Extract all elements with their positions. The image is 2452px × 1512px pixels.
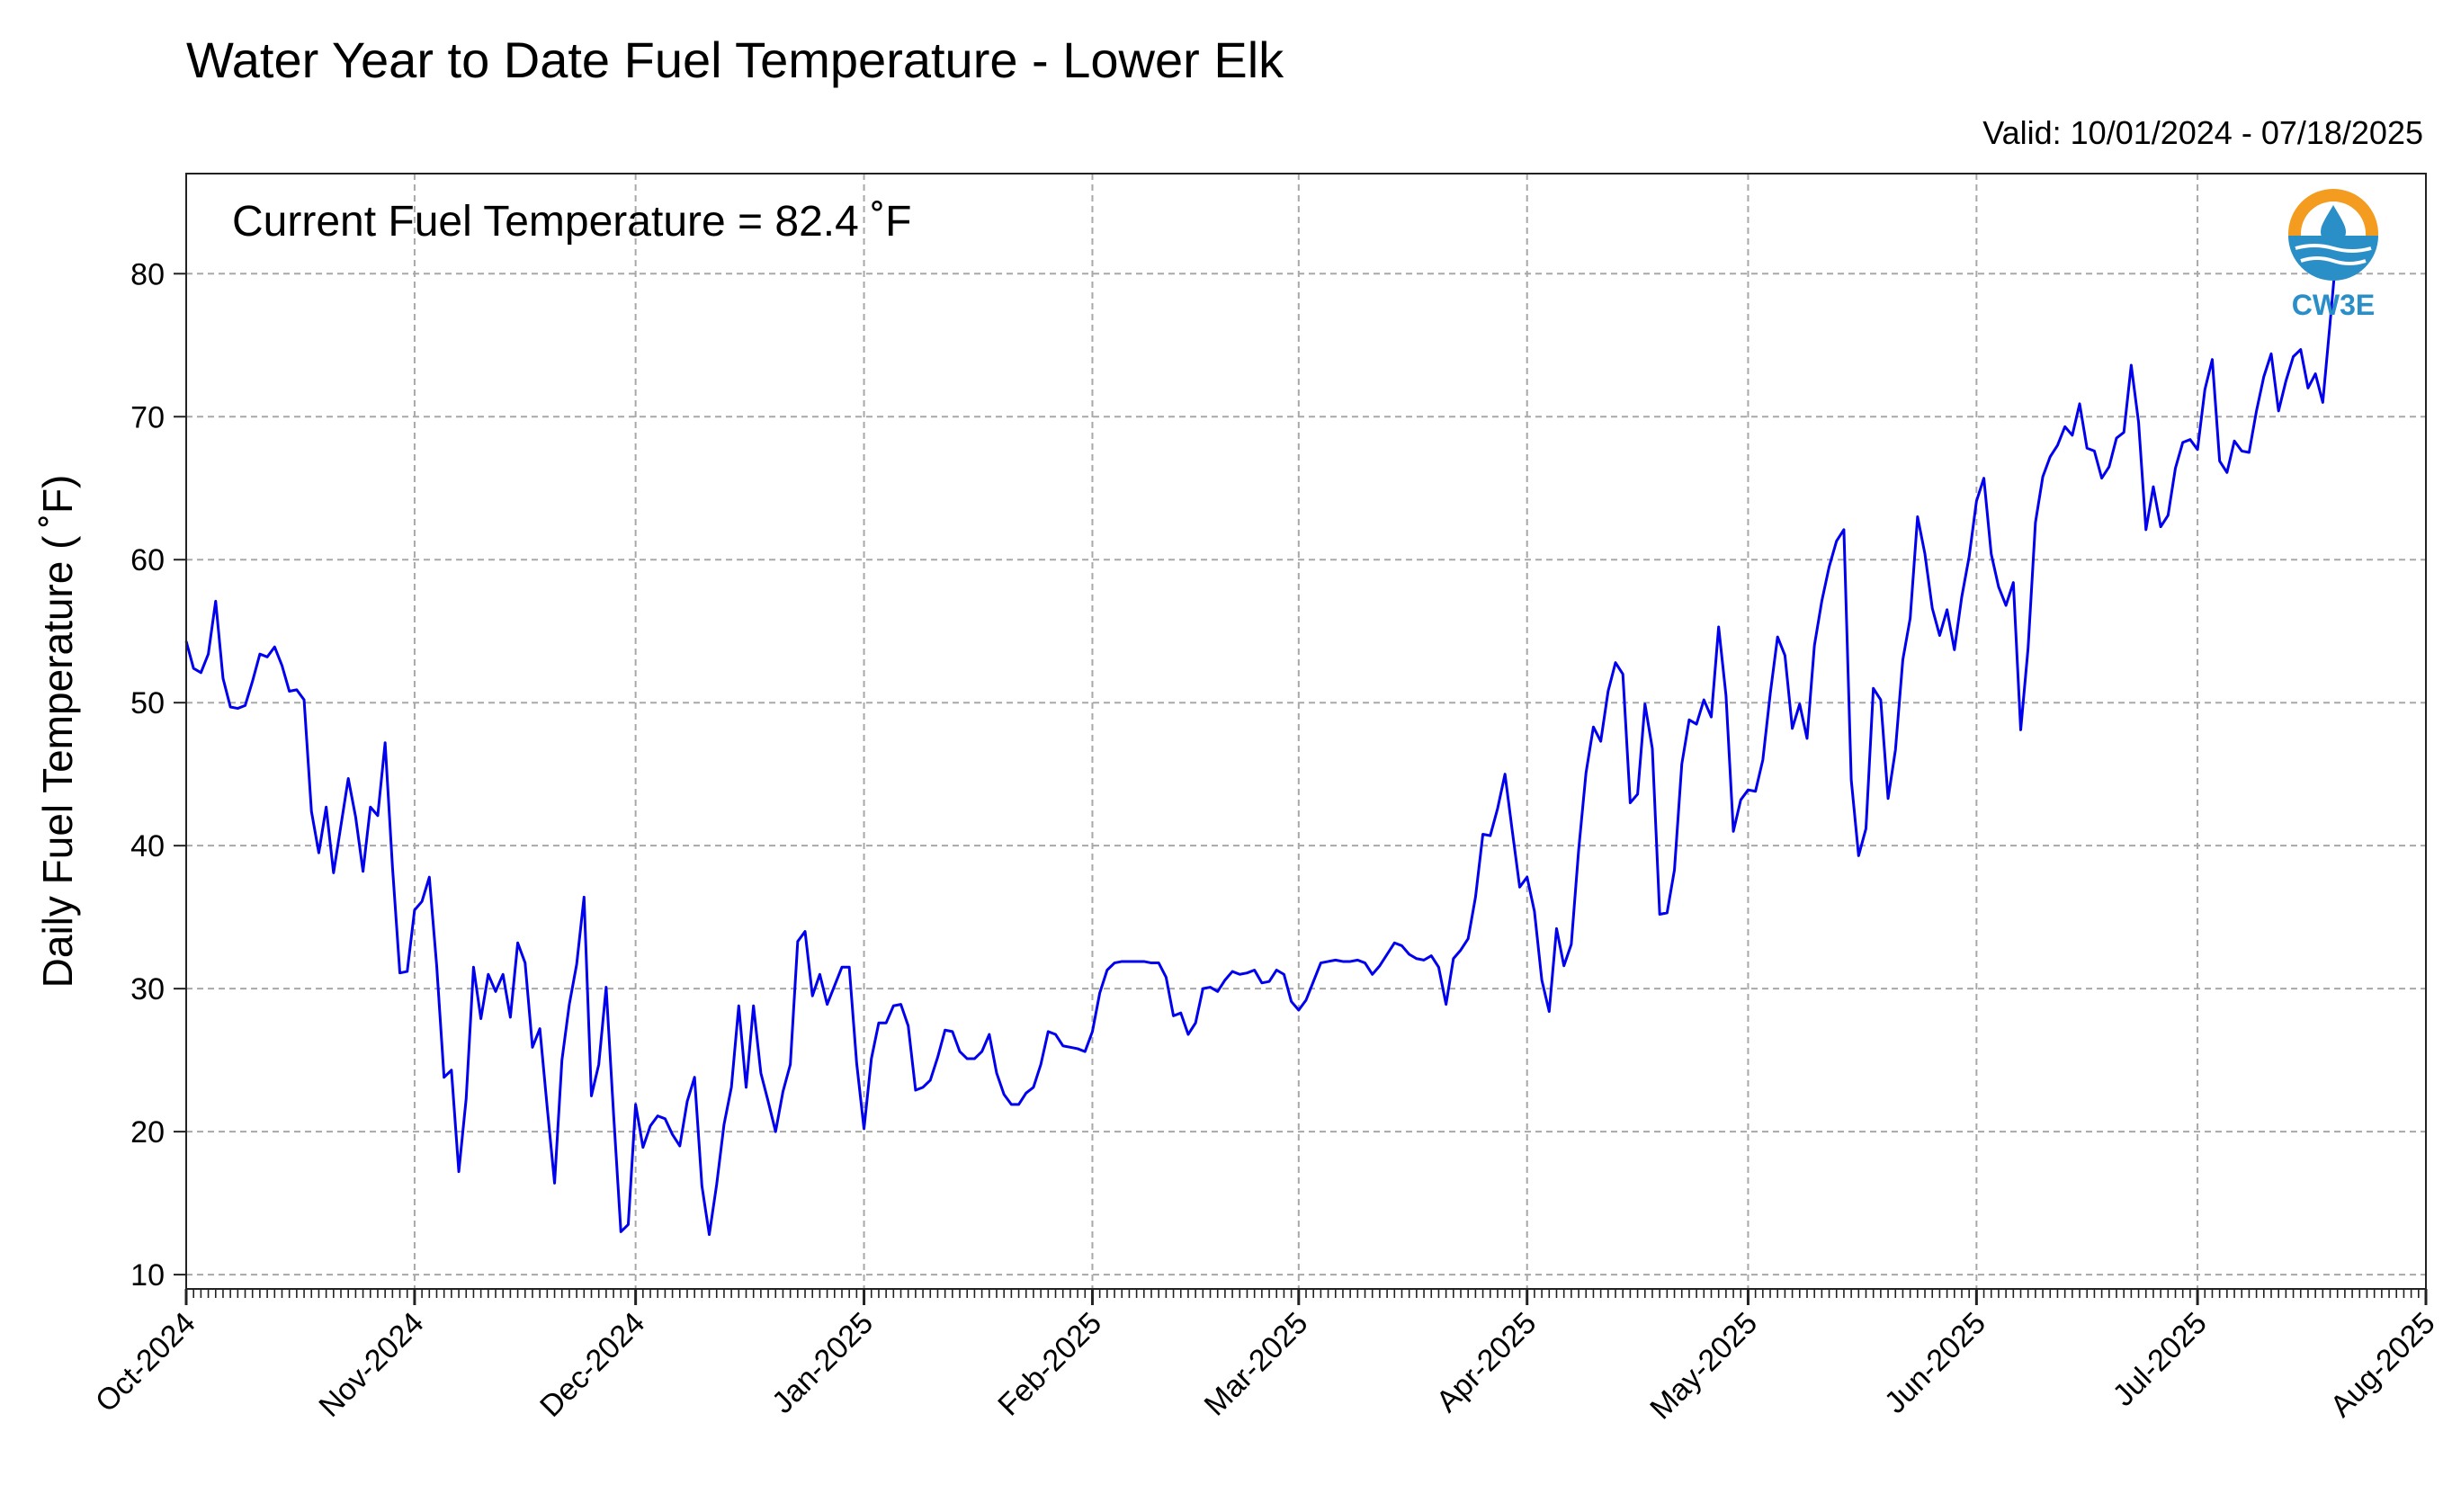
x-tick-label: Jan-2025: [765, 1306, 880, 1420]
y-axis-ticks: 10 20 30 40 50 60 70 80: [130, 257, 186, 1293]
fuel-temperature-line: [186, 239, 2338, 1234]
x-tick-label: Dec-2024: [533, 1306, 651, 1424]
logo-text: CW3E: [2292, 289, 2375, 321]
chart-title: Water Year to Date Fuel Temperature - Lo…: [186, 31, 1284, 88]
current-fuel-temperature-annotation: Current Fuel Temperature = 82.4 ˚F: [232, 198, 911, 246]
x-tick-label: Nov-2024: [312, 1306, 430, 1424]
x-tick-label: Jul-2025: [2107, 1306, 2214, 1413]
x-tick-label: Feb-2025: [991, 1306, 1108, 1423]
x-tick-label: Jun-2025: [1878, 1306, 1992, 1420]
y-tick-label: 70: [130, 400, 165, 434]
y-tick-label: 10: [130, 1258, 165, 1293]
y-tick-label: 20: [130, 1115, 165, 1150]
x-tick-label: Aug-2025: [2324, 1306, 2442, 1424]
cw3e-logo: CW3E: [2288, 189, 2378, 321]
y-tick-label: 30: [130, 972, 165, 1007]
x-tick-label: Mar-2025: [1198, 1306, 1315, 1423]
series-layer: [186, 239, 2338, 1234]
logo-wave-lines: [2295, 244, 2372, 265]
x-tick-label: May-2025: [1643, 1306, 1764, 1427]
y-tick-label: 40: [130, 829, 165, 863]
minor-ticks: [185, 1289, 2427, 1298]
x-axis-ticks: Oct-2024 Nov-2024 Dec-2024 Jan-2025 Feb-2025…: [89, 1289, 2442, 1427]
y-tick-label: 50: [130, 686, 165, 720]
y-tick-label: 60: [130, 543, 165, 577]
x-tick-label: Oct-2024: [89, 1306, 202, 1419]
y-axis-label: Daily Fuel Temperature ( ˚F): [34, 475, 81, 989]
gridlines: [185, 174, 2427, 1289]
y-tick-label: 80: [130, 257, 165, 291]
water-drop-icon: [2321, 205, 2346, 245]
x-tick-label: Apr-2025: [1430, 1306, 1544, 1419]
plot-area-frame: [185, 173, 2427, 1290]
chart-subtitle: Valid: 10/01/2024 - 07/18/2025: [1982, 114, 2423, 151]
